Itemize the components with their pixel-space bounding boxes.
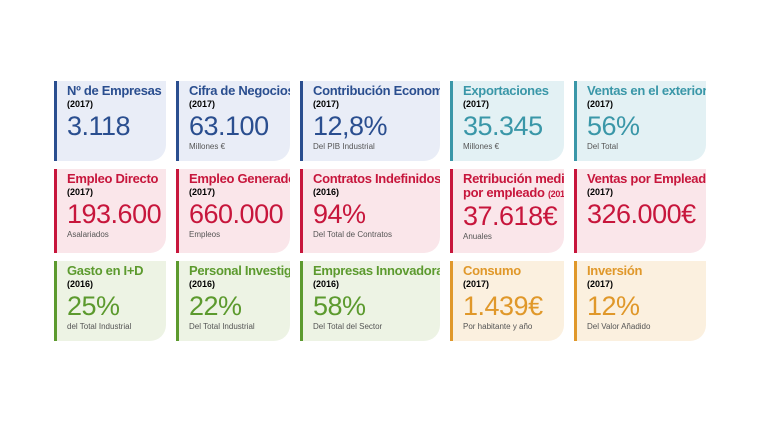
card-year: (2016) xyxy=(313,187,340,197)
card-title: Inversión xyxy=(587,263,643,278)
card-year: (2017) xyxy=(463,279,490,289)
card-year: (2016) xyxy=(313,279,340,289)
card-title: Nº de Empresas xyxy=(67,83,162,98)
card-gasto-id: Gasto en I+D (2016) 25% del Total Indust… xyxy=(54,261,166,341)
card-year: (2017) xyxy=(67,99,94,109)
card-year: (2016) xyxy=(547,189,564,199)
card-value: 56% xyxy=(587,111,640,141)
card-year: (2017) xyxy=(67,187,94,197)
card-value: 193.600 xyxy=(67,199,162,229)
card-subtitle: Millones € xyxy=(463,142,500,151)
card-retribucion: Retribución media por empleado (2016) 37… xyxy=(450,169,564,253)
card-title: Gasto en I+D xyxy=(67,263,144,278)
card-empresas-innovadoras: Empresas Innovadoras (2016) 58% Del Tota… xyxy=(300,261,440,341)
card-title-line2: por empleado (2016) xyxy=(463,185,564,200)
card-year: (2017) xyxy=(189,99,216,109)
card-subtitle: Asalariados xyxy=(67,230,109,239)
card-subtitle: Del PIB Industrial xyxy=(313,142,375,151)
card-subtitle: Del Total Industrial xyxy=(189,322,255,331)
card-contribucion: Contribución Economía (2017) 12,8% Del P… xyxy=(300,81,440,161)
card-title: Personal Investigador xyxy=(189,263,290,278)
card-value: 12,8% xyxy=(313,111,388,141)
card-title: Contribución Economía xyxy=(313,83,440,98)
card-year: (2017) xyxy=(463,99,490,109)
card-subtitle: Del Total xyxy=(587,142,618,151)
card-title: Ventas en el exterior xyxy=(587,83,706,98)
card-year: (2017) xyxy=(189,187,216,197)
card-subtitle: del Total Industrial xyxy=(67,322,132,331)
card-value: 22% xyxy=(189,291,242,321)
card-value: 1.439€ xyxy=(463,291,543,321)
card-value: 94% xyxy=(313,199,366,229)
card-subtitle: Del Valor Añadido xyxy=(587,322,651,331)
card-value: 12% xyxy=(587,291,640,321)
card-year: (2016) xyxy=(67,279,94,289)
card-empresas: Nº de Empresas (2017) 3.118 xyxy=(54,81,166,161)
card-value: 63.100 xyxy=(189,111,269,141)
card-value: 660.000 xyxy=(189,199,284,229)
card-empleo-generado: Empleo Generado (2017) 660.000 Empleos xyxy=(176,169,290,253)
card-empleo-directo: Empleo Directo (2017) 193.600 Asalariado… xyxy=(54,169,166,253)
card-year: (2017) xyxy=(587,187,614,197)
card-contratos-indefinidos: Contratos Indefinidos (2016) 94% Del Tot… xyxy=(300,169,440,253)
card-ventas-exterior: Ventas en el exterior (2017) 56% Del Tot… xyxy=(574,81,706,161)
card-title: Empleo Directo xyxy=(67,171,159,186)
card-personal-investigador: Personal Investigador (2016) 22% Del Tot… xyxy=(176,261,290,341)
card-title: Ventas por Empleado xyxy=(587,171,706,186)
indicator-grid: Nº de Empresas (2017) 3.118 Cifra de Neg… xyxy=(54,81,706,341)
card-title: Empresas Innovadoras xyxy=(313,263,440,278)
card-title: Contratos Indefinidos xyxy=(313,171,440,186)
card-subtitle: Millones € xyxy=(189,142,226,151)
card-title-cont: por empleado xyxy=(463,185,545,200)
card-title: Exportaciones xyxy=(463,83,549,98)
card-value: 3.118 xyxy=(67,111,131,141)
card-year: (2017) xyxy=(587,99,614,109)
card-title: Retribución media xyxy=(463,171,564,186)
card-exportaciones: Exportaciones (2017) 35.345 Millones € xyxy=(450,81,564,161)
card-inversion: Inversión (2017) 12% Del Valor Añadido xyxy=(574,261,706,341)
card-subtitle: Del Total del Sector xyxy=(313,322,383,331)
card-title: Cifra de Negocios xyxy=(189,83,290,98)
card-value: 58% xyxy=(313,291,366,321)
card-consumo: Consumo (2017) 1.439€ Por habitante y añ… xyxy=(450,261,564,341)
card-cifra-negocios: Cifra de Negocios (2017) 63.100 Millones… xyxy=(176,81,290,161)
card-value: 37.618€ xyxy=(463,201,558,231)
card-value: 25% xyxy=(67,291,120,321)
card-year: (2017) xyxy=(587,279,614,289)
card-subtitle: Por habitante y año xyxy=(463,322,533,331)
card-title: Consumo xyxy=(463,263,521,278)
card-ventas-empleado: Ventas por Empleado (2017) 326.000€ xyxy=(574,169,706,253)
card-value: 326.000€ xyxy=(587,199,696,229)
card-subtitle: Anuales xyxy=(463,232,492,241)
card-subtitle: Empleos xyxy=(189,230,221,239)
card-year: (2016) xyxy=(189,279,216,289)
card-value: 35.345 xyxy=(463,111,543,141)
card-title: Empleo Generado xyxy=(189,171,290,186)
card-year: (2017) xyxy=(313,99,340,109)
card-subtitle: Del Total de Contratos xyxy=(313,230,393,239)
